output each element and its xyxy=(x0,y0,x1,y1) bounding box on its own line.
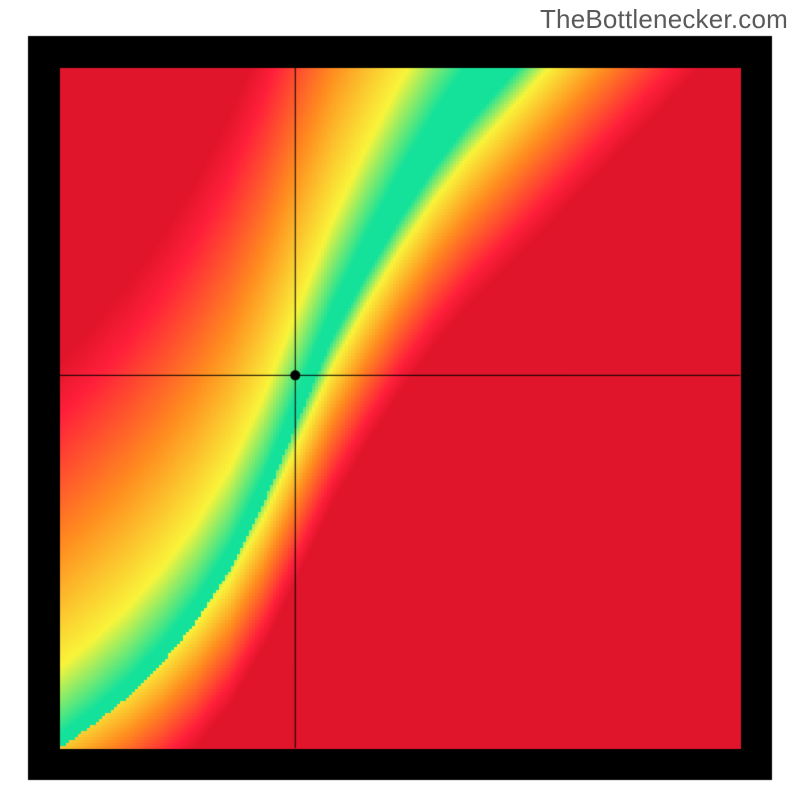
watermark-text: TheBottlenecker.com xyxy=(540,4,788,35)
chart-container: TheBottlenecker.com xyxy=(0,0,800,800)
heatmap-canvas xyxy=(0,0,800,800)
